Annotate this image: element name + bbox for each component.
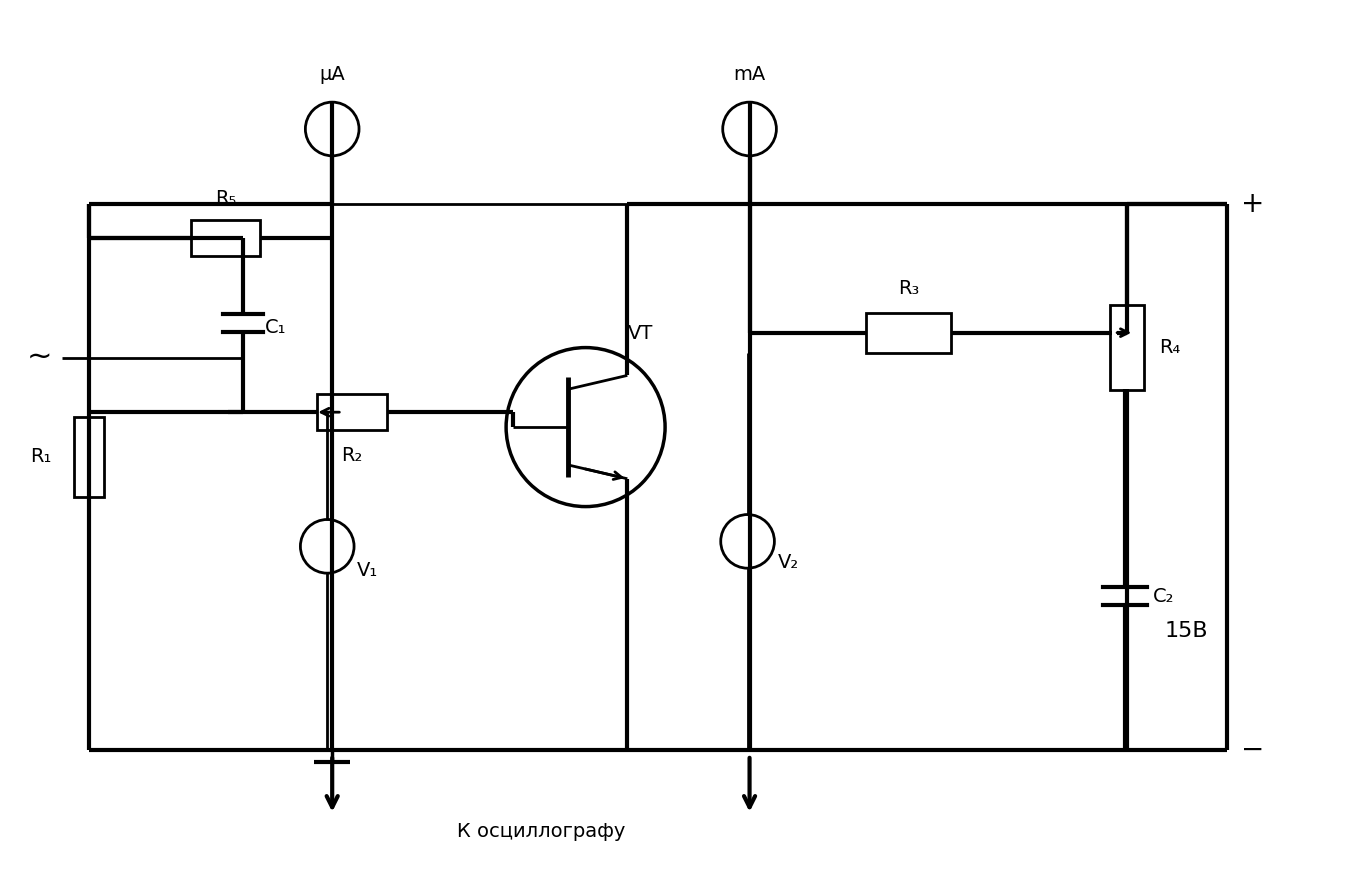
- Text: R₃: R₃: [898, 279, 919, 298]
- Text: V₁: V₁: [357, 561, 379, 580]
- Text: R₁: R₁: [30, 447, 52, 467]
- Text: +: +: [1241, 190, 1264, 218]
- Bar: [866, 313, 951, 353]
- Text: V₂: V₂: [777, 553, 799, 572]
- Text: C₂: C₂: [1153, 587, 1175, 606]
- Text: К осциллографу: К осциллографу: [456, 822, 625, 841]
- Text: −: −: [1241, 736, 1264, 764]
- Text: μA: μA: [319, 65, 345, 85]
- Bar: [73, 417, 103, 497]
- Bar: [318, 394, 387, 430]
- Text: R₅: R₅: [215, 190, 236, 208]
- Text: ~: ~: [26, 343, 52, 372]
- Text: VT: VT: [627, 324, 653, 342]
- Text: R₂: R₂: [341, 446, 363, 465]
- Text: mA: mA: [733, 65, 766, 85]
- Text: C₁: C₁: [265, 318, 287, 337]
- Bar: [190, 220, 261, 256]
- Bar: [1111, 305, 1143, 390]
- Text: R₄: R₄: [1158, 338, 1180, 357]
- Text: 15B: 15B: [1165, 621, 1209, 641]
